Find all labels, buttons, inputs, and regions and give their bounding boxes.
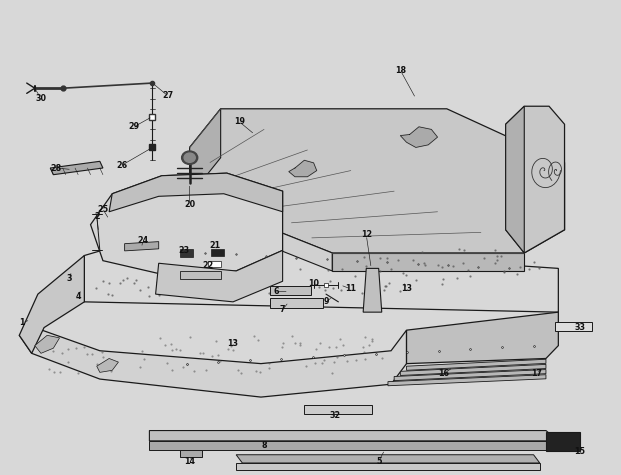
Polygon shape	[401, 127, 438, 147]
Polygon shape	[505, 106, 524, 253]
Text: 30: 30	[35, 94, 47, 103]
Text: 2: 2	[94, 212, 99, 221]
Text: 3: 3	[66, 274, 71, 283]
Text: 15: 15	[574, 446, 586, 456]
Text: 9: 9	[324, 297, 329, 306]
Text: 8: 8	[261, 441, 267, 450]
Text: 29: 29	[129, 123, 140, 131]
Text: 25: 25	[97, 205, 109, 214]
Polygon shape	[270, 298, 323, 308]
Polygon shape	[35, 335, 60, 353]
Polygon shape	[180, 450, 202, 457]
Polygon shape	[97, 359, 119, 372]
Polygon shape	[189, 109, 220, 196]
Polygon shape	[236, 463, 540, 470]
Text: 28: 28	[51, 163, 62, 172]
Text: 23: 23	[178, 246, 189, 255]
Polygon shape	[109, 173, 283, 212]
Text: 4: 4	[75, 292, 81, 301]
Circle shape	[184, 153, 195, 162]
Text: 24: 24	[138, 236, 149, 245]
Polygon shape	[125, 242, 159, 251]
Text: 27: 27	[163, 91, 173, 100]
Polygon shape	[189, 109, 564, 253]
Polygon shape	[150, 441, 558, 450]
Polygon shape	[394, 370, 546, 380]
Text: 17: 17	[531, 370, 542, 379]
Text: 18: 18	[395, 66, 406, 75]
Bar	[546, 432, 580, 451]
Polygon shape	[236, 455, 540, 463]
Circle shape	[181, 151, 197, 164]
Polygon shape	[208, 261, 220, 267]
Polygon shape	[555, 323, 592, 331]
Text: 6: 6	[274, 287, 279, 296]
Polygon shape	[19, 256, 84, 353]
Text: 7: 7	[280, 305, 286, 314]
Polygon shape	[407, 312, 558, 364]
Text: 12: 12	[361, 230, 372, 239]
Polygon shape	[50, 162, 103, 175]
Text: 13: 13	[401, 285, 412, 294]
Polygon shape	[84, 240, 558, 312]
Polygon shape	[270, 286, 310, 295]
Text: 32: 32	[330, 410, 341, 419]
Polygon shape	[304, 405, 373, 414]
Polygon shape	[407, 359, 546, 371]
Text: 1: 1	[20, 318, 25, 327]
Polygon shape	[505, 106, 564, 253]
Polygon shape	[150, 430, 558, 441]
Polygon shape	[363, 268, 382, 312]
Polygon shape	[180, 249, 193, 256]
Polygon shape	[19, 328, 407, 397]
Text: 10: 10	[308, 279, 319, 288]
Polygon shape	[189, 196, 332, 271]
Polygon shape	[180, 271, 220, 279]
Polygon shape	[332, 253, 524, 271]
Polygon shape	[388, 375, 546, 386]
Polygon shape	[289, 160, 317, 177]
Text: 20: 20	[184, 200, 195, 209]
Polygon shape	[401, 364, 546, 375]
Polygon shape	[211, 249, 224, 256]
Text: 26: 26	[116, 161, 127, 170]
Text: 16: 16	[438, 370, 449, 379]
Polygon shape	[91, 173, 283, 274]
Text: 22: 22	[202, 261, 214, 270]
Text: 13: 13	[227, 339, 238, 348]
Text: 11: 11	[345, 285, 356, 294]
Text: 19: 19	[233, 117, 245, 126]
Text: 5: 5	[376, 457, 381, 466]
Text: 33: 33	[574, 323, 586, 332]
Text: 14: 14	[184, 457, 195, 466]
Text: 21: 21	[209, 241, 220, 250]
Polygon shape	[156, 250, 283, 302]
